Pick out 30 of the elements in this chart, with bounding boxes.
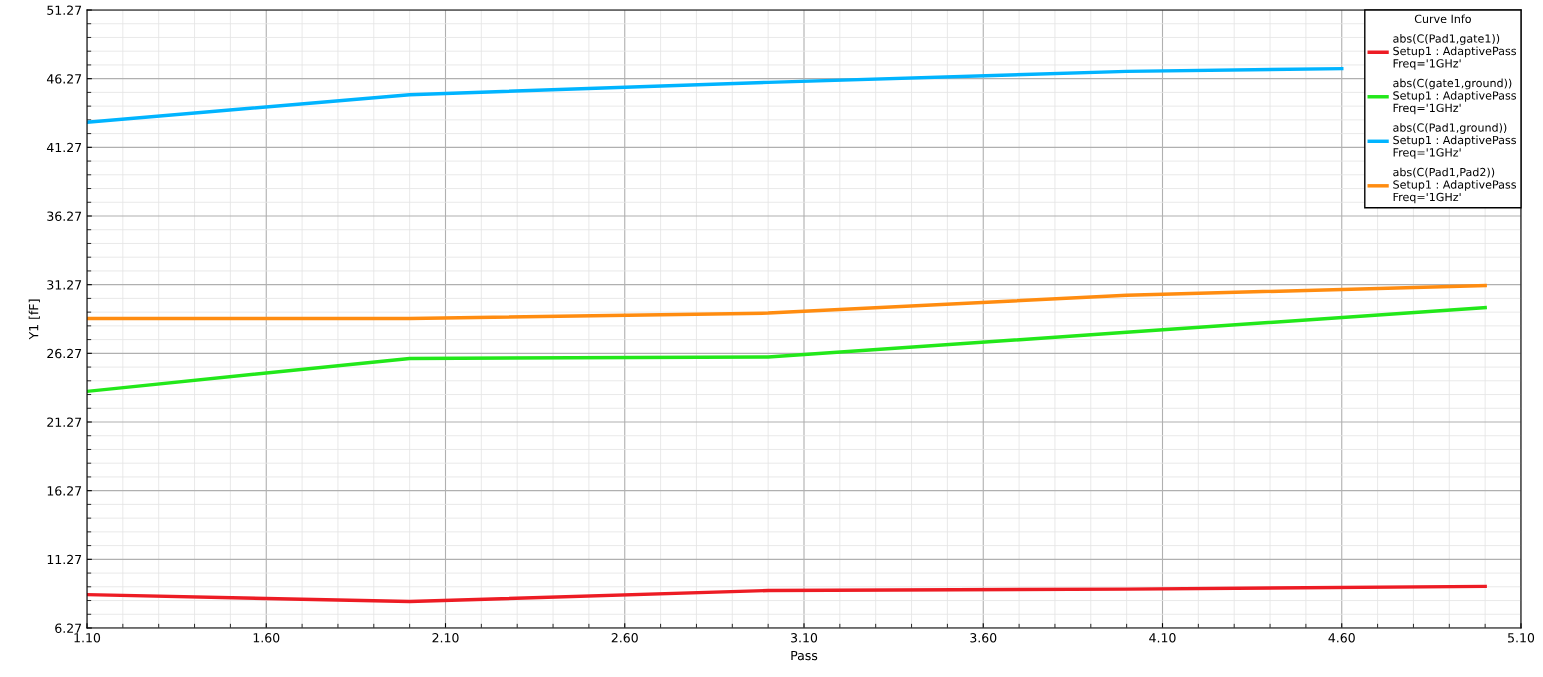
y-tick-label: 11.27 xyxy=(47,554,82,565)
legend-label: abs(C(gate1,ground)) Setup1 : AdaptivePass Freq='1GHz' xyxy=(1393,78,1517,115)
legend-label: abs(C(Pad1,gate1)) Setup1 : AdaptivePass Freq='1GHz' xyxy=(1393,34,1517,70)
y-axis-title: Y1 [fF] xyxy=(28,299,40,340)
legend-label: abs(C(Pad1,Pad2)) Setup1 : AdaptivePass Freq='1GHz' xyxy=(1393,167,1517,204)
line-series xyxy=(87,584,1487,604)
legend-title: Curve Info xyxy=(1414,14,1471,24)
y-tick-label: 16.27 xyxy=(47,486,82,496)
x-tick-label: 5.10 xyxy=(1508,633,1535,643)
x-tick-label: 2.10 xyxy=(432,633,459,643)
line-series xyxy=(87,283,1487,321)
line-series xyxy=(87,305,1487,394)
x-tick-label: 3.10 xyxy=(791,633,818,643)
line-series xyxy=(87,66,1344,124)
y-tick-label: 46.27 xyxy=(46,74,82,84)
y-tick-label: 21.27 xyxy=(47,417,82,427)
x-tick-label: 3.60 xyxy=(970,633,997,643)
x-tick-label: 4.10 xyxy=(1149,633,1176,643)
x-tick-label: 2.60 xyxy=(611,633,638,643)
x-tick-label: 1.60 xyxy=(253,633,280,643)
y-tick-label: 31.27 xyxy=(47,280,82,290)
y-tick-label: 26.27 xyxy=(47,348,82,359)
x-tick-label: 1.10 xyxy=(74,633,101,643)
y-tick-label: 6.27 xyxy=(55,623,82,633)
x-tick-label: 4.60 xyxy=(1328,633,1355,643)
y-tick-label: 36.27 xyxy=(47,211,82,221)
y-tick-label: 51.27 xyxy=(47,5,82,15)
x-axis-title: Pass xyxy=(791,650,818,661)
legend-label: abs(C(Pad1,ground)) Setup1 : AdaptivePass Freq='1GHz' xyxy=(1393,123,1517,159)
y-tick-label: 41.27 xyxy=(46,142,82,153)
